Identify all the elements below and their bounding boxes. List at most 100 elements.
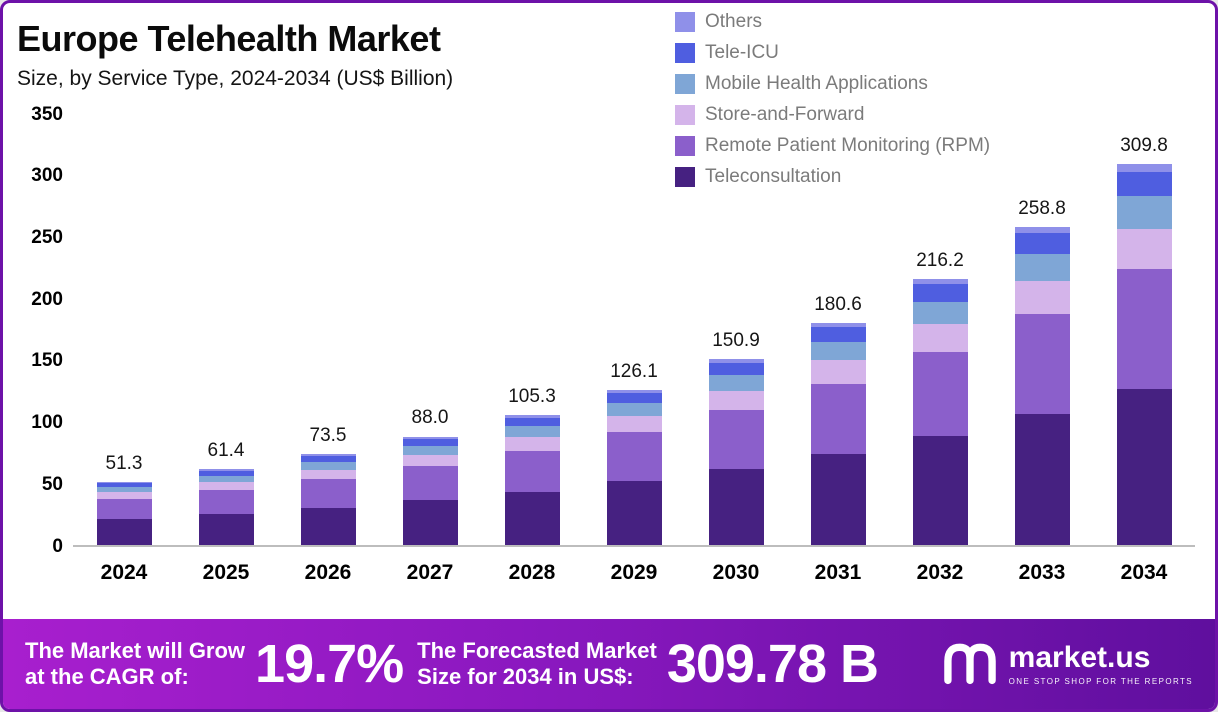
cagr-value: 19.7% bbox=[255, 634, 404, 694]
bar-segment-mobile-health-applications bbox=[198, 475, 254, 483]
bar-segment-tele-icu bbox=[1014, 233, 1070, 254]
bar-segment-teleconsultation bbox=[606, 481, 662, 545]
legend-label: Teleconsultation bbox=[705, 166, 842, 187]
bar-segment-tele-icu bbox=[708, 363, 764, 376]
x-axis-label-2029: 2029 bbox=[610, 560, 658, 584]
bar-segment-teleconsultation bbox=[300, 507, 356, 545]
bar-segment-store-and-forward bbox=[300, 469, 356, 480]
x-axis-label-2026: 2026 bbox=[304, 560, 352, 584]
legend-item-tele-icu: Tele-ICU bbox=[675, 42, 990, 64]
bar-segment-others bbox=[198, 469, 254, 471]
legend: Others Tele-ICU Mobile Health Applications… bbox=[675, 11, 990, 188]
legend-swatch bbox=[675, 167, 695, 187]
bar-total-label: 180.6 bbox=[814, 293, 862, 315]
bar-segment-mobile-health-applications bbox=[912, 301, 968, 325]
legend-item-others: Others bbox=[675, 11, 990, 33]
bar-total-label: 73.5 bbox=[309, 425, 347, 447]
bar-segment-others bbox=[1116, 164, 1172, 172]
bar-segment-mobile-health-applications bbox=[300, 462, 356, 470]
bar-stack bbox=[300, 454, 356, 545]
bar-stack bbox=[1116, 164, 1172, 545]
bar-slot-2024: 51.3 bbox=[73, 115, 175, 545]
legend-item-mobile-health-applications: Mobile Health Applications bbox=[675, 73, 990, 95]
bar-segment-tele-icu bbox=[300, 456, 356, 463]
bar-segment-store-and-forward bbox=[708, 390, 764, 411]
bar-stack bbox=[606, 389, 662, 545]
x-axis-label-2027: 2027 bbox=[406, 560, 454, 584]
bar-segment-others bbox=[606, 389, 662, 393]
bar-stack bbox=[504, 415, 560, 545]
forecast-label-line1: The Forecasted Market bbox=[417, 638, 657, 664]
bar-segment-tele-icu bbox=[912, 284, 968, 302]
bar-segment-remote-patient-monitoring-rpm bbox=[1014, 314, 1070, 415]
y-tick-label: 100 bbox=[31, 412, 63, 434]
brand-tagline: ONE STOP SHOP FOR THE REPORTS bbox=[1008, 676, 1193, 686]
bar-segment-teleconsultation bbox=[708, 468, 764, 545]
bar-segment-store-and-forward bbox=[912, 324, 968, 353]
bar-segment-others bbox=[912, 279, 968, 285]
legend-label: Remote Patient Monitoring (RPM) bbox=[705, 135, 991, 156]
bar-slot-2025: 61.4 bbox=[175, 115, 277, 545]
bar-segment-teleconsultation bbox=[810, 453, 866, 545]
bar-segment-others bbox=[504, 415, 560, 418]
x-axis-label-2028: 2028 bbox=[508, 560, 556, 584]
bar-segment-remote-patient-monitoring-rpm bbox=[810, 383, 866, 454]
bar-segment-others bbox=[300, 454, 356, 457]
bar-segment-others bbox=[708, 359, 764, 364]
bar-segment-tele-icu bbox=[198, 470, 254, 476]
legend-swatch bbox=[675, 136, 695, 156]
legend-item-remote-patient-monitoring-rpm: Remote Patient Monitoring (RPM) bbox=[675, 135, 990, 157]
y-tick-label: 350 bbox=[31, 103, 63, 125]
bar-segment-store-and-forward bbox=[606, 416, 662, 433]
bar-segment-teleconsultation bbox=[198, 513, 254, 545]
bar-stack bbox=[1014, 226, 1070, 545]
bar-segment-remote-patient-monitoring-rpm bbox=[708, 410, 764, 469]
bar-segment-store-and-forward bbox=[96, 492, 152, 499]
bar-total-label: 105.3 bbox=[508, 386, 556, 408]
bar-segment-mobile-health-applications bbox=[96, 486, 152, 493]
bar-stack bbox=[810, 322, 866, 545]
x-axis-label-2031: 2031 bbox=[814, 560, 862, 584]
legend-item-store-and-forward: Store-and-Forward bbox=[675, 104, 990, 126]
bar-segment-store-and-forward bbox=[810, 360, 866, 384]
bar-segment-store-and-forward bbox=[198, 482, 254, 490]
chart-header: Europe Telehealth Market Size, by Servic… bbox=[3, 3, 1215, 91]
y-tick-label: 0 bbox=[52, 535, 63, 557]
bar-segment-teleconsultation bbox=[1116, 388, 1172, 545]
bar-segment-mobile-health-applications bbox=[708, 375, 764, 391]
bar-segment-remote-patient-monitoring-rpm bbox=[912, 352, 968, 436]
forecast-label-line2: Size for 2034 in US$: bbox=[417, 664, 634, 689]
bar-segment-others bbox=[402, 436, 458, 439]
x-axis-label-2034: 2034 bbox=[1120, 560, 1168, 584]
bar-segment-tele-icu bbox=[402, 438, 458, 446]
plot-area: 51.3 61.4 73.5 88.0 105.3 126.1 150.9 180.6 216.… bbox=[73, 115, 1195, 547]
bar-total-label: 61.4 bbox=[207, 440, 245, 462]
bar-stack bbox=[708, 359, 764, 545]
bar-segment-tele-icu bbox=[96, 482, 152, 487]
bar-segment-remote-patient-monitoring-rpm bbox=[96, 498, 152, 519]
bar-segment-remote-patient-monitoring-rpm bbox=[402, 466, 458, 501]
bar-segment-remote-patient-monitoring-rpm bbox=[300, 479, 356, 508]
bar-segment-teleconsultation bbox=[96, 518, 152, 545]
bar-segment-teleconsultation bbox=[1014, 414, 1070, 545]
brand-block: market.us ONE STOP SHOP FOR THE REPORTS bbox=[941, 639, 1193, 690]
bar-segment-mobile-health-applications bbox=[810, 341, 866, 361]
x-axis-label-2030: 2030 bbox=[712, 560, 760, 584]
cagr-label: The Market will Grow at the CAGR of: bbox=[25, 638, 245, 690]
market-us-logo-icon bbox=[941, 639, 999, 690]
bar-stack bbox=[96, 481, 152, 545]
bar-segment-teleconsultation bbox=[912, 435, 968, 545]
bar-segment-teleconsultation bbox=[402, 500, 458, 545]
legend-label: Others bbox=[705, 11, 763, 32]
bar-segment-remote-patient-monitoring-rpm bbox=[504, 450, 560, 492]
x-axis-label-2033: 2033 bbox=[1018, 560, 1066, 584]
forecast-label: The Forecasted Market Size for 2034 in U… bbox=[417, 638, 657, 690]
bar-segment-tele-icu bbox=[810, 327, 866, 342]
y-tick-label: 150 bbox=[31, 350, 63, 372]
legend-swatch bbox=[675, 74, 695, 94]
brand-name: market.us bbox=[1008, 640, 1151, 674]
bar-stack bbox=[912, 279, 968, 545]
bar-slot-2028: 105.3 bbox=[481, 115, 583, 545]
bar-segment-store-and-forward bbox=[402, 454, 458, 467]
